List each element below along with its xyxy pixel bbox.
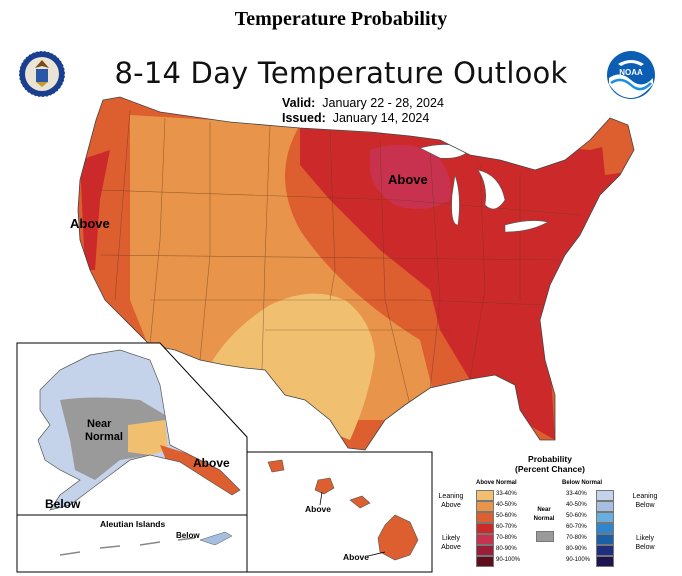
noaa-text: NOAA — [619, 68, 643, 77]
legend-above-pct: 33-40% — [496, 491, 517, 497]
date-block: Valid: January 22 - 28, 2024 Issued: Jan… — [282, 96, 444, 126]
legend-below-swatch — [596, 490, 614, 501]
legend-below-pct: 40-50% — [566, 502, 587, 508]
legend-above-swatch — [476, 512, 494, 523]
legend-above-swatch — [476, 556, 494, 567]
label-hawaii-above-1: Above — [305, 504, 331, 514]
legend-near-swatch — [536, 531, 554, 542]
legend-below-swatch — [596, 523, 614, 534]
noaa-logo-icon: NOAA — [607, 51, 655, 99]
legend-below-pct: 90-100% — [566, 557, 591, 563]
legend-above-swatch — [476, 501, 494, 512]
commerce-seal-icon — [18, 50, 66, 98]
label-alaska-near: Near — [87, 418, 112, 430]
legend-below-swatch — [596, 501, 614, 512]
legend-below-pct: 60-70% — [566, 524, 587, 530]
valid-value: January 22 - 28, 2024 — [322, 96, 444, 110]
valid-label: Valid: — [282, 96, 316, 110]
label-alaska-above: Above — [193, 456, 230, 470]
legend-below-pct: 80-90% — [566, 546, 587, 552]
legend-above-swatch — [476, 545, 494, 556]
legend-leaning-below: Leaning Below — [632, 493, 658, 509]
legend-below-swatch — [596, 534, 614, 545]
legend-above-pct: 40-50% — [496, 502, 517, 508]
legend-near-header: Near Normal — [533, 507, 555, 522]
legend-below-pct: 70-80% — [566, 535, 587, 541]
legend-below-pct: 33-40% — [566, 491, 587, 497]
issued-value: January 14, 2024 — [332, 111, 430, 125]
legend-above-header: Above Normal — [476, 480, 517, 486]
map-title: 8-14 Day Temperature Outlook — [114, 56, 568, 90]
legend-above-swatch — [476, 523, 494, 534]
aleutian-title: Aleutian Islands — [100, 519, 165, 529]
label-alaska-normal: Normal — [85, 431, 123, 443]
legend-above-pct: 60-70% — [496, 524, 517, 530]
legend-below-header: Below Normal — [562, 480, 603, 486]
label-above-west: Above — [70, 216, 110, 231]
legend-above-pct: 80-90% — [496, 546, 517, 552]
probability-legend: Probability (Percent Chance) Above Norma… — [432, 452, 668, 572]
legend-likely-below: Likely Below — [635, 535, 655, 551]
legend-below-swatch — [596, 512, 614, 523]
label-aleutian-below: Below — [176, 531, 200, 540]
legend-leaning-above: Leaning Above — [438, 493, 464, 509]
legend-above-pct: 50-60% — [496, 513, 517, 519]
label-above-great-lakes: Above — [388, 172, 428, 187]
legend-below-swatch — [596, 545, 614, 556]
legend-below-pct: 50-60% — [566, 513, 587, 519]
legend-above-swatch — [476, 534, 494, 545]
issued-label: Issued: — [282, 111, 326, 125]
legend-above-swatch — [476, 490, 494, 501]
legend-above-pct: 70-80% — [496, 535, 517, 541]
label-alaska-below: Below — [45, 497, 81, 511]
legend-below-swatch — [596, 556, 614, 567]
label-hawaii-above-2: Above — [343, 552, 369, 562]
page-title: Temperature Probability — [234, 8, 448, 30]
legend-likely-above: Likely Above — [441, 535, 461, 551]
legend-above-pct: 90-100% — [496, 557, 521, 563]
legend-title: Probability (Percent Chance) — [515, 454, 585, 474]
